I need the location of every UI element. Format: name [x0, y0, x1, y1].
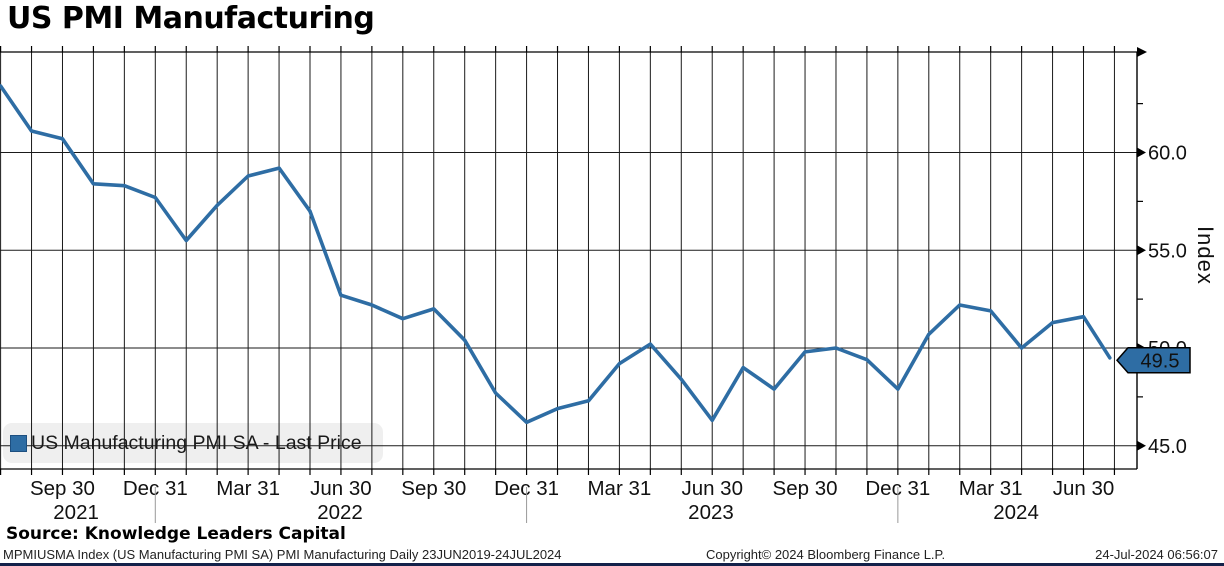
year-labels: 2021 2022 2023 2024 [53, 501, 1039, 524]
svg-text:2023: 2023 [688, 501, 734, 524]
legend-swatch-icon [10, 434, 27, 452]
svg-text:Jun 30: Jun 30 [681, 477, 743, 500]
svg-text:Jun 30: Jun 30 [310, 477, 372, 500]
legend-label: US Manufacturing PMI SA - Last Price [31, 431, 362, 454]
legend-background [3, 423, 383, 463]
svg-text:Jun 30: Jun 30 [1053, 477, 1115, 500]
footer-meta-row: MPMIUSMA Index (US Manufacturing PMI SA)… [0, 547, 1224, 563]
svg-text:Sep 30: Sep 30 [30, 477, 95, 500]
series-line [0, 84, 1112, 425]
svg-text:49.5: 49.5 [1141, 350, 1180, 372]
svg-text:Sep 30: Sep 30 [773, 477, 838, 500]
year-separators [154, 487, 899, 523]
page-title: US PMI Manufacturing [7, 1, 375, 36]
ticker-description: MPMIUSMA Index (US Manufacturing PMI SA)… [3, 547, 562, 562]
svg-text:2021: 2021 [53, 501, 99, 524]
svg-text:55.0: 55.0 [1148, 240, 1187, 262]
y-axis [1136, 47, 1147, 469]
y-axis-title: Index [1193, 226, 1218, 285]
svg-text:2022: 2022 [317, 501, 363, 524]
timestamp: 24-Jul-2024 06:56:07 [1095, 547, 1218, 562]
svg-text:Mar 31: Mar 31 [216, 477, 280, 500]
y-tick-labels: 45.050.055.060.0 [1148, 143, 1187, 458]
legend: US Manufacturing PMI SA - Last Price [10, 423, 362, 463]
source-credit: Source: Knowledge Leaders Capital [6, 524, 346, 544]
last-price-badge: 49.5 [1116, 347, 1191, 374]
month-ticks [0, 46, 1116, 475]
svg-text:Mar 31: Mar 31 [959, 477, 1023, 500]
bottom-divider-bar [0, 563, 1224, 566]
svg-text:45.0: 45.0 [1148, 436, 1187, 458]
svg-text:Mar 31: Mar 31 [587, 477, 651, 500]
svg-text:2024: 2024 [993, 501, 1039, 524]
svg-text:Sep 30: Sep 30 [401, 477, 466, 500]
x-tick-labels: Sep 30 Dec 31 Mar 31 Jun 30 Sep 30 Dec 31 Mar … [30, 477, 1114, 500]
svg-text:60.0: 60.0 [1148, 143, 1187, 165]
copyright-notice: Copyright© 2024 Bloomberg Finance L.P. [706, 547, 946, 562]
